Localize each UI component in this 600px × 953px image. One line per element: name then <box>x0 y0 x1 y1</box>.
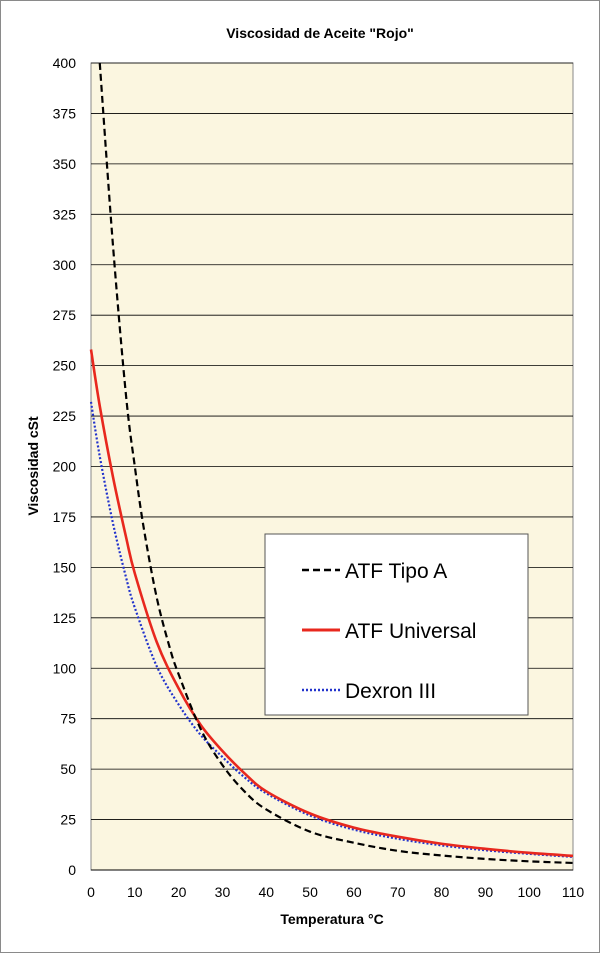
y-tick-label: 150 <box>53 559 77 575</box>
x-tick-label: 90 <box>478 884 494 900</box>
series-line-dexron-iii <box>89 401 574 858</box>
legend-label: ATF Universal <box>345 620 476 643</box>
x-tick-label: 60 <box>346 884 362 900</box>
x-tick-label: 70 <box>390 884 406 900</box>
y-tick-label: 325 <box>53 206 77 222</box>
y-axis-ticks: 0 25 50 75 100 125 150 175 200 225 250 275 300 325 350… <box>53 55 77 878</box>
y-tick-label: 375 <box>53 105 77 121</box>
y-tick-label: 250 <box>53 358 77 374</box>
chart-title: Viscosidad de Aceite "Rojo" <box>226 25 414 41</box>
series-line-atf-universal <box>89 349 574 858</box>
y-tick-label: 300 <box>53 257 77 273</box>
x-tick-label: 110 <box>562 884 585 900</box>
x-tick-label: 40 <box>258 884 274 900</box>
x-tick-label: 100 <box>518 884 542 900</box>
series-line-atf-tipo-a <box>98 62 574 865</box>
series-layer <box>89 62 574 865</box>
y-tick-label: 25 <box>60 812 76 828</box>
y-tick-label: 125 <box>53 610 77 626</box>
y-tick-label: 400 <box>53 55 77 71</box>
x-axis-ticks: 0 10 20 30 40 50 60 70 80 90 100 110 <box>87 884 584 900</box>
y-axis-title: Viscosidad cSt <box>25 416 41 516</box>
legend-box <box>264 533 529 716</box>
y-tick-label: 75 <box>60 711 76 727</box>
y-tick-label: 175 <box>53 509 77 525</box>
y-tick-label: 225 <box>53 408 77 424</box>
y-tick-label: 50 <box>60 761 76 777</box>
y-tick-label: 350 <box>53 156 77 172</box>
x-axis-title: Temperatura °C <box>280 911 383 927</box>
y-tick-label: 275 <box>53 307 77 323</box>
legend: ATF Tipo A ATF Universal Dexron III <box>264 533 529 716</box>
x-tick-label: 50 <box>302 884 318 900</box>
x-tick-label: 30 <box>215 884 231 900</box>
y-tick-label: 100 <box>53 660 77 676</box>
x-tick-label: 20 <box>171 884 187 900</box>
y-tick-label: 200 <box>53 459 77 475</box>
legend-label: ATF Tipo A <box>345 560 447 583</box>
legend-label: Dexron III <box>345 680 436 703</box>
x-tick-label: 0 <box>87 884 95 900</box>
y-tick-label: 0 <box>68 862 76 878</box>
x-tick-label: 10 <box>127 884 143 900</box>
x-tick-label: 80 <box>434 884 450 900</box>
